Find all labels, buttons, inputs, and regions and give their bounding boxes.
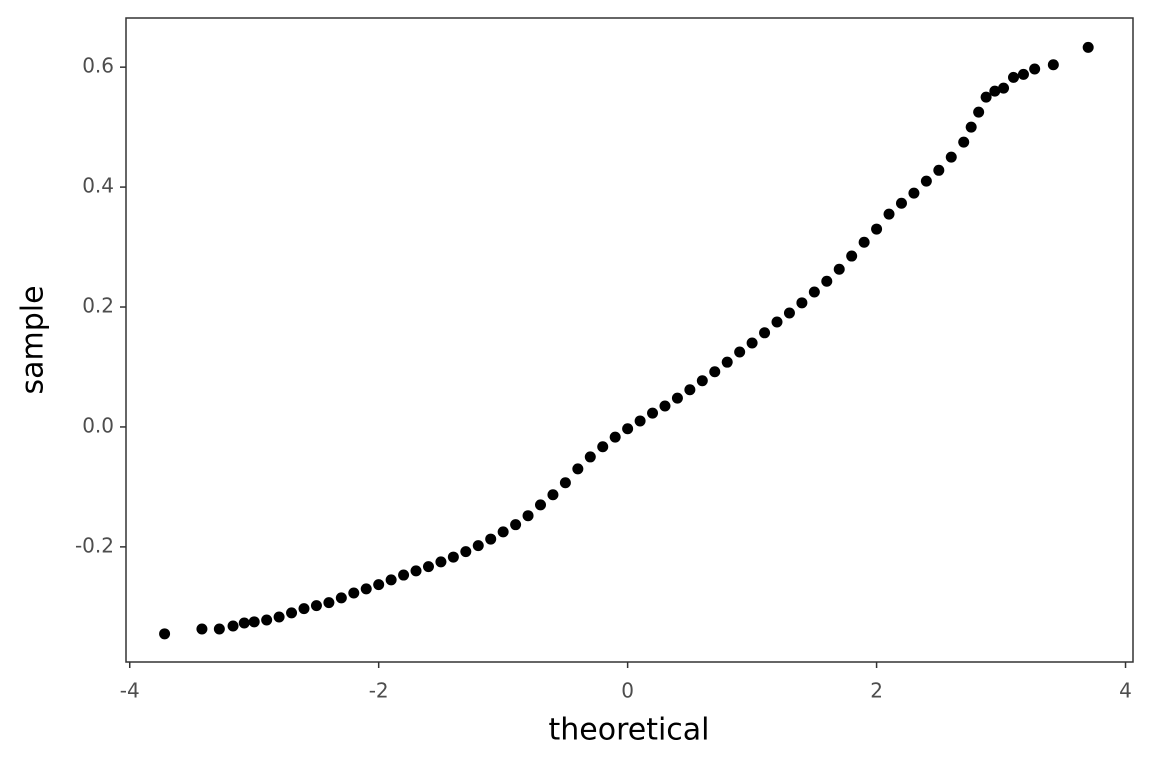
y-tick-label: 0.0	[82, 413, 114, 437]
point	[746, 337, 758, 349]
point	[460, 546, 472, 558]
point	[1008, 71, 1020, 83]
x-axis-title: theoretical	[548, 713, 709, 748]
point	[945, 151, 957, 163]
point	[485, 533, 497, 545]
point	[783, 307, 795, 319]
point	[883, 208, 895, 220]
point	[273, 611, 285, 623]
y-tick-label: 0.2	[82, 294, 114, 318]
point	[522, 510, 534, 522]
point	[998, 82, 1010, 94]
point	[261, 614, 273, 626]
y-tick-label: 0.6	[82, 54, 114, 78]
point	[584, 451, 596, 463]
x-tick-label: 0	[621, 679, 634, 703]
point	[472, 540, 484, 552]
y-axis-title: sample	[16, 285, 51, 394]
point	[796, 297, 808, 309]
point	[858, 236, 870, 248]
point	[734, 346, 746, 358]
point	[821, 275, 833, 287]
point	[310, 600, 322, 612]
point	[248, 616, 260, 628]
point	[227, 620, 239, 632]
point	[808, 286, 820, 298]
point	[298, 603, 310, 615]
point	[373, 579, 385, 591]
x-tick-label: -2	[369, 679, 389, 703]
point	[572, 463, 584, 475]
point	[196, 623, 208, 635]
point	[547, 489, 559, 501]
point	[709, 366, 721, 378]
point	[696, 375, 708, 387]
point	[1017, 68, 1029, 80]
point	[895, 197, 907, 209]
y-tick-label: 0.4	[82, 174, 114, 198]
point	[684, 384, 696, 396]
point	[871, 223, 883, 235]
point	[933, 164, 945, 176]
y-tick-label: -0.2	[75, 533, 114, 557]
point	[422, 561, 434, 573]
point	[833, 263, 845, 275]
point	[335, 592, 347, 604]
point	[597, 441, 609, 453]
point	[435, 556, 447, 568]
plot-panel	[125, 17, 1134, 663]
point	[1082, 41, 1094, 53]
point	[238, 617, 250, 629]
point	[1047, 59, 1059, 71]
point	[398, 569, 410, 581]
point	[759, 327, 771, 339]
point	[846, 250, 858, 262]
point	[647, 407, 659, 419]
point	[659, 400, 671, 412]
point	[348, 587, 360, 599]
point	[958, 136, 970, 148]
point	[634, 415, 646, 427]
point	[1029, 63, 1041, 75]
point	[920, 175, 932, 187]
point	[771, 316, 783, 328]
point	[989, 85, 1001, 97]
point	[385, 574, 397, 586]
point	[447, 551, 459, 563]
point	[535, 499, 547, 511]
point	[671, 392, 683, 404]
point	[510, 519, 522, 531]
point	[213, 623, 225, 635]
point	[973, 106, 985, 118]
x-tick-label: 2	[870, 679, 883, 703]
point	[559, 477, 571, 489]
point	[159, 628, 171, 640]
x-tick-label: -4	[120, 679, 140, 703]
point	[609, 431, 621, 443]
point	[286, 607, 298, 619]
x-tick-label: 4	[1119, 679, 1132, 703]
point	[360, 583, 372, 595]
point	[622, 423, 634, 435]
point	[410, 565, 422, 577]
point	[980, 91, 992, 103]
point	[908, 187, 920, 199]
point	[721, 356, 733, 368]
point	[497, 526, 509, 538]
point	[965, 121, 977, 133]
point	[323, 597, 335, 609]
